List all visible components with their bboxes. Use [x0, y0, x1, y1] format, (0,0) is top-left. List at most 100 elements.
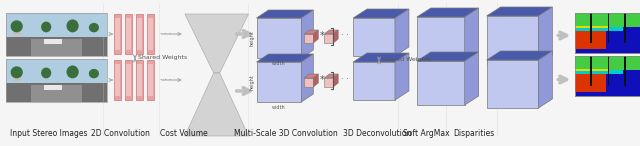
Polygon shape — [324, 74, 338, 78]
Text: · ·: · · — [341, 32, 349, 40]
Bar — [6, 83, 107, 102]
Text: *: * — [319, 32, 324, 41]
Polygon shape — [395, 9, 409, 56]
Polygon shape — [353, 62, 395, 100]
Bar — [136, 60, 143, 100]
Polygon shape — [305, 78, 314, 87]
Bar — [6, 13, 107, 56]
Bar — [575, 13, 640, 53]
Bar — [575, 13, 640, 27]
Bar — [31, 85, 82, 102]
Polygon shape — [353, 53, 409, 62]
Text: height: height — [250, 74, 255, 90]
Polygon shape — [314, 74, 318, 87]
Bar — [136, 14, 143, 54]
Bar — [13, 27, 20, 35]
Bar — [148, 18, 153, 50]
Bar — [575, 69, 609, 71]
Polygon shape — [185, 14, 248, 73]
Polygon shape — [465, 52, 479, 105]
Bar — [114, 14, 121, 54]
Bar — [114, 60, 121, 100]
Text: Soft ArgMax: Soft ArgMax — [403, 129, 450, 138]
Polygon shape — [395, 53, 409, 100]
Polygon shape — [185, 73, 248, 136]
Text: Input Stereo Images: Input Stereo Images — [10, 129, 88, 138]
Bar — [575, 27, 623, 31]
Bar — [6, 13, 107, 37]
Bar — [590, 56, 592, 86]
Polygon shape — [301, 54, 314, 102]
Ellipse shape — [11, 66, 23, 78]
Text: · · ·: · · · — [160, 31, 171, 37]
Bar — [147, 60, 154, 100]
Polygon shape — [305, 30, 318, 34]
Bar — [44, 85, 63, 90]
Bar — [126, 18, 131, 50]
Bar — [13, 73, 20, 81]
Bar — [115, 64, 120, 96]
Polygon shape — [257, 54, 314, 62]
Polygon shape — [333, 30, 338, 43]
Ellipse shape — [41, 22, 51, 32]
Polygon shape — [538, 51, 552, 108]
Text: height: height — [250, 30, 255, 46]
Polygon shape — [538, 7, 552, 64]
Polygon shape — [301, 10, 314, 58]
Text: · ·: · · — [341, 75, 349, 85]
Polygon shape — [324, 30, 338, 34]
Bar — [44, 39, 63, 44]
Text: Multi-Scale 3D Convolution: Multi-Scale 3D Convolution — [234, 129, 338, 138]
Text: Disparities: Disparities — [454, 129, 495, 138]
Ellipse shape — [89, 23, 99, 32]
Bar — [624, 56, 626, 86]
Polygon shape — [417, 17, 465, 61]
Text: 2D Convolution: 2D Convolution — [91, 129, 150, 138]
Polygon shape — [305, 34, 314, 43]
Text: Shared Weights: Shared Weights — [382, 57, 431, 61]
Bar — [575, 72, 605, 92]
Bar — [115, 18, 120, 50]
Bar — [6, 59, 107, 83]
Text: Cost Volume: Cost Volume — [161, 129, 208, 138]
Text: Shared Weights: Shared Weights — [138, 54, 188, 60]
Text: *: * — [319, 75, 324, 86]
Bar — [624, 13, 626, 43]
Bar — [31, 39, 82, 56]
Bar — [147, 14, 154, 54]
Ellipse shape — [67, 65, 79, 78]
Polygon shape — [486, 7, 552, 16]
Bar — [575, 26, 609, 28]
Polygon shape — [417, 8, 479, 17]
Polygon shape — [314, 30, 318, 43]
Polygon shape — [257, 18, 301, 58]
Bar — [6, 37, 107, 56]
Bar — [575, 29, 605, 49]
Bar — [575, 56, 640, 70]
Bar — [575, 70, 623, 74]
Bar — [137, 64, 142, 96]
Bar — [590, 13, 592, 43]
Polygon shape — [486, 60, 538, 108]
Polygon shape — [257, 10, 314, 18]
Polygon shape — [305, 74, 318, 78]
Polygon shape — [486, 51, 552, 60]
Ellipse shape — [41, 68, 51, 78]
Polygon shape — [257, 62, 301, 102]
Polygon shape — [353, 9, 409, 18]
Ellipse shape — [67, 19, 79, 32]
Bar — [608, 56, 609, 86]
Polygon shape — [324, 78, 333, 87]
Bar — [148, 64, 153, 96]
Polygon shape — [417, 61, 465, 105]
Text: width: width — [272, 61, 285, 66]
Bar — [575, 56, 640, 96]
Bar — [6, 59, 107, 102]
Polygon shape — [486, 16, 538, 64]
Text: · · ·: · · · — [160, 77, 171, 83]
Polygon shape — [333, 74, 338, 87]
Bar — [125, 14, 132, 54]
Bar — [575, 13, 640, 53]
Text: 3D Deconvolution: 3D Deconvolution — [343, 129, 412, 138]
Bar — [575, 56, 640, 96]
